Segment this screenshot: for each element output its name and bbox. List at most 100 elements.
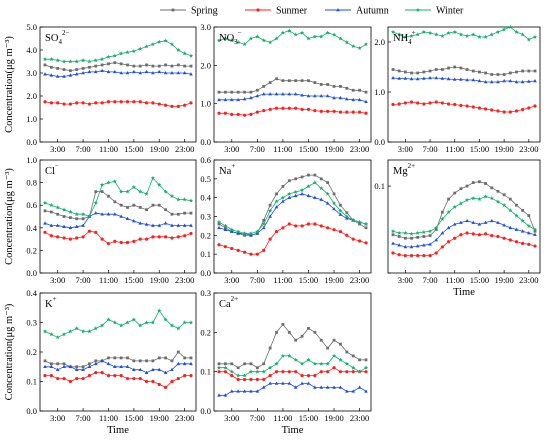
data-point [300, 93, 304, 97]
data-point [100, 371, 104, 375]
data-point [300, 191, 304, 196]
data-point [113, 356, 117, 360]
data-point [332, 109, 336, 113]
data-point [236, 248, 240, 252]
data-point [364, 389, 368, 393]
data-point [144, 44, 149, 49]
data-point [157, 382, 161, 387]
data-point [274, 229, 279, 234]
data-point [164, 63, 168, 67]
data-point [446, 30, 451, 35]
data-point [477, 106, 482, 110]
series-line [44, 230, 192, 245]
series-line [44, 212, 191, 229]
series-line [219, 323, 366, 369]
data-point [157, 69, 162, 74]
data-point [281, 106, 285, 110]
data-point [94, 190, 98, 194]
data-point [43, 230, 47, 234]
data-point [100, 358, 104, 363]
data-point [236, 97, 240, 102]
data-point [287, 353, 292, 358]
series-spring [43, 190, 193, 221]
y-tick-label: 0.0 [26, 406, 37, 416]
data-point [87, 214, 92, 219]
data-point [118, 189, 124, 194]
data-point [391, 251, 395, 255]
data-point [113, 374, 117, 378]
data-point [338, 385, 343, 389]
data-point [403, 254, 407, 258]
data-point [112, 179, 118, 184]
data-point [163, 221, 168, 225]
x-tick-label: 3:00 [50, 144, 65, 154]
data-point [113, 69, 117, 74]
data-point [119, 356, 123, 360]
data-point [520, 229, 525, 233]
data-point [113, 239, 117, 243]
series-winter [216, 28, 369, 50]
data-point [446, 209, 451, 215]
data-point [358, 88, 362, 92]
data-point [312, 34, 318, 39]
data-point [338, 208, 343, 213]
data-point [477, 79, 482, 83]
data-point [397, 102, 401, 106]
data-point [151, 379, 155, 384]
data-point [532, 227, 538, 232]
y-axis-label: Concentration(μg m⁻³) [4, 36, 15, 133]
data-point [49, 223, 54, 227]
data-point [151, 367, 155, 371]
y-axis-label: Concentration(μg m⁻³) [4, 168, 15, 265]
data-point [483, 80, 488, 84]
data-point [88, 362, 91, 366]
data-point [293, 189, 298, 194]
data-point [182, 51, 187, 56]
data-point [508, 24, 513, 29]
data-point [495, 199, 501, 204]
data-point [496, 80, 500, 84]
panel-cl: 0.0 0.2 0.4 0.6 0.8 1.0 3:00 7:00 11:00 15:00 19:0… [4, 155, 197, 285]
data-point [236, 231, 240, 235]
data-point [313, 222, 317, 226]
data-point [217, 97, 221, 102]
data-point [427, 30, 433, 35]
data-point [223, 362, 227, 366]
data-point [183, 64, 187, 68]
data-point [106, 242, 111, 246]
data-point [56, 67, 60, 70]
series-line [219, 78, 367, 93]
series-sunmer [217, 366, 368, 382]
data-point [236, 366, 240, 370]
data-point [189, 211, 193, 215]
data-point [164, 103, 168, 107]
data-point [326, 109, 330, 113]
series-sunmer [391, 100, 537, 114]
data-point [471, 181, 475, 184]
data-point [144, 370, 149, 374]
data-point [61, 332, 67, 337]
x-tick-label: 7:00 [76, 275, 91, 285]
series-spring [43, 61, 193, 73]
data-point [397, 69, 401, 73]
series-spring [391, 65, 537, 76]
y-tick-label: 1.0 [200, 99, 211, 109]
x-tick-label: 3:00 [224, 144, 239, 154]
data-point [119, 240, 123, 245]
data-point [434, 225, 439, 230]
data-point [496, 109, 500, 113]
data-point [306, 94, 311, 98]
data-point [514, 227, 519, 231]
data-point [281, 184, 285, 188]
data-point [440, 210, 444, 214]
data-point [94, 230, 98, 234]
data-point [434, 68, 438, 71]
data-point [307, 79, 310, 83]
x-tick-label: 19:00 [150, 275, 169, 285]
data-point [132, 100, 136, 104]
data-point [88, 65, 91, 69]
data-point [262, 248, 266, 252]
data-point [422, 102, 426, 106]
data-point [164, 356, 168, 360]
data-point [434, 237, 439, 242]
